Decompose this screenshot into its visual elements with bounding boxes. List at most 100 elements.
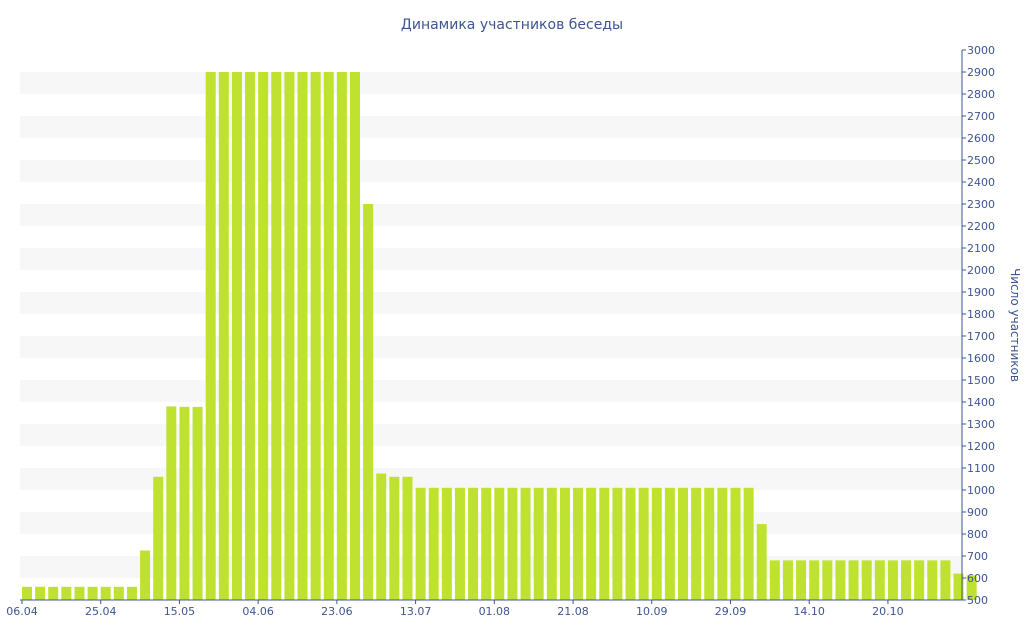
x-tick-label: 21.08	[557, 605, 589, 618]
bar	[258, 72, 269, 600]
x-axis: 06.04 25.04 15.05 04.06 23.06 13.07 01.08 21.08…	[6, 599, 962, 618]
bar	[271, 72, 282, 600]
bar	[297, 72, 308, 600]
bar	[179, 406, 190, 600]
bar	[573, 487, 584, 600]
bar	[966, 575, 977, 600]
bar	[678, 487, 688, 600]
y-tick-label: 1300	[967, 418, 995, 431]
bar	[507, 487, 518, 600]
grid-band	[20, 116, 962, 138]
bar	[336, 72, 347, 600]
bar	[782, 560, 793, 600]
y-tick-label: 1000	[967, 484, 995, 497]
bar	[441, 487, 452, 600]
y-tick-label: 2900	[967, 66, 995, 79]
y-tick-label: 2000	[967, 264, 995, 277]
y-tick-label: 1500	[967, 374, 995, 387]
x-tick-label: 25.04	[85, 605, 117, 618]
x-tick-label: 14.10	[793, 605, 825, 618]
x-tick-label: 20.10	[872, 605, 904, 618]
bar	[756, 524, 767, 600]
bar	[310, 72, 321, 600]
bar	[35, 586, 46, 600]
bar	[87, 586, 98, 600]
grid-band	[20, 424, 962, 446]
grid-band	[20, 160, 962, 182]
y-tick-label: 2300	[967, 198, 995, 211]
bar	[363, 204, 374, 600]
bar	[350, 72, 360, 600]
bar	[874, 560, 885, 600]
bar	[376, 473, 387, 600]
bar	[861, 560, 872, 600]
bar	[22, 586, 32, 600]
y-axis-label: Число участников	[1008, 268, 1022, 382]
bar	[664, 487, 675, 600]
bar	[638, 487, 649, 600]
bar	[415, 487, 426, 600]
bar	[914, 560, 925, 600]
bar	[704, 487, 715, 600]
bar	[625, 487, 636, 600]
bar	[887, 560, 898, 600]
bar	[835, 560, 846, 600]
bar	[389, 476, 400, 600]
y-tick-label: 3000	[967, 44, 995, 57]
y-tick-label: 2700	[967, 110, 995, 123]
y-tick-label: 2100	[967, 242, 995, 255]
y-tick-label: 1900	[967, 286, 995, 299]
bar	[48, 586, 59, 600]
x-tick-label: 15.05	[164, 605, 196, 618]
y-tick-label: 2600	[967, 132, 995, 145]
bar	[153, 476, 164, 600]
bar	[796, 560, 807, 600]
grid-band	[20, 204, 962, 226]
bar	[74, 586, 85, 600]
bar	[323, 72, 334, 600]
bar	[481, 487, 492, 600]
bar	[468, 487, 479, 600]
bar	[559, 487, 570, 600]
bar	[126, 586, 137, 600]
bar	[848, 560, 859, 600]
y-tick-label: 2800	[967, 88, 995, 101]
y-tick-label: 1800	[967, 308, 995, 321]
bar	[691, 487, 702, 600]
bar	[769, 560, 780, 600]
bar	[166, 406, 177, 600]
y-axis: 500 600 700 800 900 1000 1100 1200 1300 1400 1500 1…	[961, 44, 995, 607]
x-tick-label: 06.04	[6, 605, 38, 618]
bar	[743, 487, 754, 600]
bar	[231, 72, 242, 600]
bar	[730, 487, 741, 600]
y-tick-label: 1400	[967, 396, 995, 409]
grid-bands	[20, 72, 962, 578]
grid-band	[20, 248, 962, 270]
y-tick-label: 800	[967, 528, 988, 541]
bar	[284, 72, 295, 600]
bar	[717, 487, 728, 600]
bar	[245, 72, 256, 600]
grid-band	[20, 292, 962, 314]
bar	[651, 487, 662, 600]
bar	[612, 487, 623, 600]
bar	[599, 487, 610, 600]
bar	[533, 487, 544, 600]
bar	[454, 487, 465, 600]
x-tick-label: 01.08	[479, 605, 511, 618]
grid-band	[20, 336, 962, 358]
grid-band	[20, 380, 962, 402]
y-tick-label: 700	[967, 550, 988, 563]
x-tick-label: 13.07	[400, 605, 432, 618]
bar	[822, 560, 833, 600]
y-tick-label: 1700	[967, 330, 995, 343]
y-tick-label: 500	[967, 594, 988, 607]
x-tick-label: 29.09	[715, 605, 747, 618]
bar	[927, 560, 938, 600]
bar	[113, 586, 124, 600]
bar	[546, 487, 557, 600]
bar	[428, 487, 439, 600]
grid-band	[20, 72, 962, 94]
bar	[520, 487, 531, 600]
